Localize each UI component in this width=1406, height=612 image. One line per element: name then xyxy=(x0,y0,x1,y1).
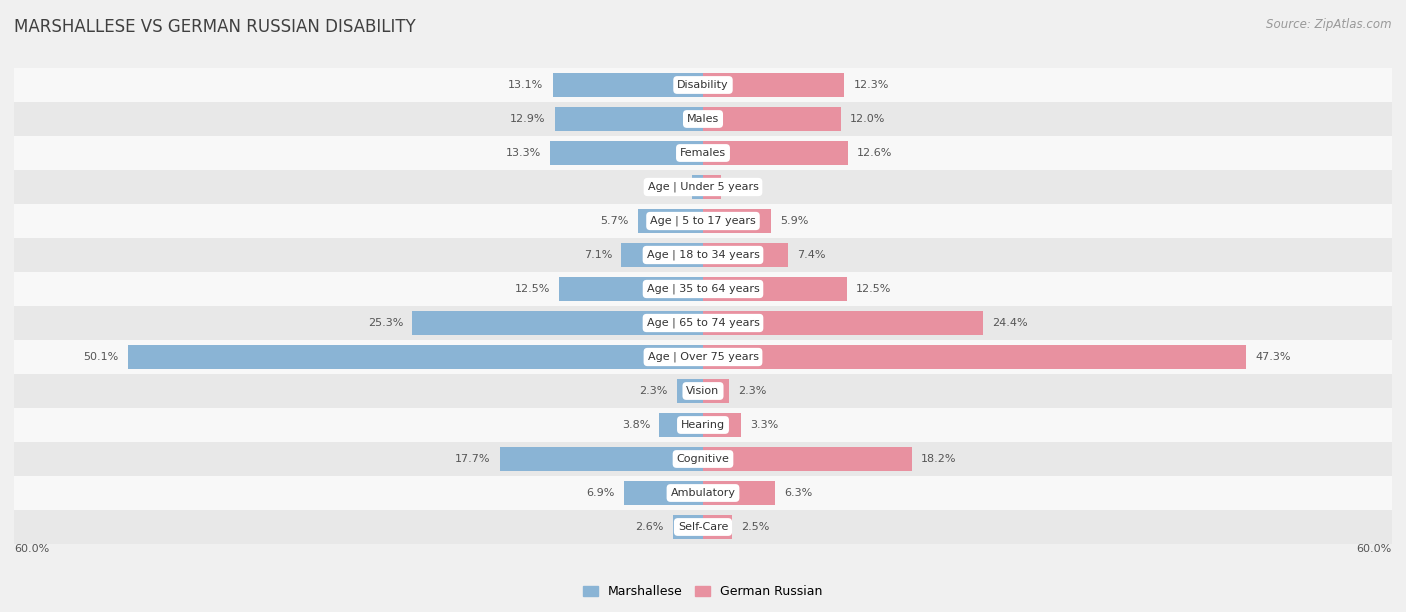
Text: 13.3%: 13.3% xyxy=(506,148,541,158)
Text: 12.3%: 12.3% xyxy=(853,80,889,90)
Text: 5.9%: 5.9% xyxy=(780,216,808,226)
Bar xyxy=(703,447,912,471)
Text: Age | 35 to 64 years: Age | 35 to 64 years xyxy=(647,284,759,294)
Text: 12.5%: 12.5% xyxy=(856,284,891,294)
Bar xyxy=(703,481,775,506)
Bar xyxy=(499,447,703,471)
Bar xyxy=(624,481,703,506)
Text: 12.0%: 12.0% xyxy=(851,114,886,124)
Bar xyxy=(550,141,703,165)
Bar xyxy=(555,106,703,131)
Text: 2.5%: 2.5% xyxy=(741,522,769,532)
Bar xyxy=(703,412,741,437)
Bar xyxy=(621,243,703,267)
Text: Self-Care: Self-Care xyxy=(678,522,728,532)
Bar xyxy=(14,272,1392,306)
Text: 2.6%: 2.6% xyxy=(636,522,664,532)
Text: Source: ZipAtlas.com: Source: ZipAtlas.com xyxy=(1267,18,1392,31)
Text: 3.3%: 3.3% xyxy=(749,420,779,430)
Bar xyxy=(14,408,1392,442)
Bar xyxy=(703,175,721,200)
Text: Males: Males xyxy=(688,114,718,124)
Bar xyxy=(703,243,787,267)
Text: 0.94%: 0.94% xyxy=(648,182,683,192)
Text: Ambulatory: Ambulatory xyxy=(671,488,735,498)
Text: 13.1%: 13.1% xyxy=(508,80,543,90)
Text: Age | 65 to 74 years: Age | 65 to 74 years xyxy=(647,318,759,328)
Text: 7.4%: 7.4% xyxy=(797,250,825,260)
Bar xyxy=(14,136,1392,170)
Text: 1.6%: 1.6% xyxy=(731,182,759,192)
Bar xyxy=(14,238,1392,272)
Text: 6.9%: 6.9% xyxy=(586,488,614,498)
Bar xyxy=(703,515,731,539)
Text: 7.1%: 7.1% xyxy=(583,250,612,260)
Text: Age | 18 to 34 years: Age | 18 to 34 years xyxy=(647,250,759,260)
Bar xyxy=(14,102,1392,136)
Bar xyxy=(412,311,703,335)
Text: 5.7%: 5.7% xyxy=(600,216,628,226)
Bar xyxy=(14,68,1392,102)
Bar xyxy=(703,209,770,233)
Bar xyxy=(14,476,1392,510)
Text: 18.2%: 18.2% xyxy=(921,454,956,464)
Bar xyxy=(14,510,1392,544)
Text: 60.0%: 60.0% xyxy=(14,544,49,554)
Bar xyxy=(673,515,703,539)
Bar xyxy=(14,340,1392,374)
Bar xyxy=(703,277,846,301)
Text: Age | Over 75 years: Age | Over 75 years xyxy=(648,352,758,362)
Text: MARSHALLESE VS GERMAN RUSSIAN DISABILITY: MARSHALLESE VS GERMAN RUSSIAN DISABILITY xyxy=(14,18,416,36)
Text: Hearing: Hearing xyxy=(681,420,725,430)
Bar xyxy=(703,106,841,131)
Bar xyxy=(692,175,703,200)
Text: 60.0%: 60.0% xyxy=(1357,544,1392,554)
Text: Cognitive: Cognitive xyxy=(676,454,730,464)
Text: 50.1%: 50.1% xyxy=(83,352,118,362)
Text: Vision: Vision xyxy=(686,386,720,396)
Bar xyxy=(128,345,703,369)
Bar xyxy=(637,209,703,233)
Text: 17.7%: 17.7% xyxy=(456,454,491,464)
Text: 47.3%: 47.3% xyxy=(1256,352,1291,362)
Bar xyxy=(703,379,730,403)
Text: 2.3%: 2.3% xyxy=(738,386,766,396)
Text: 3.8%: 3.8% xyxy=(621,420,650,430)
Bar xyxy=(14,306,1392,340)
Bar xyxy=(14,204,1392,238)
Text: Females: Females xyxy=(681,148,725,158)
Bar xyxy=(14,442,1392,476)
Bar xyxy=(14,170,1392,204)
Legend: Marshallese, German Russian: Marshallese, German Russian xyxy=(578,580,828,603)
Bar xyxy=(14,374,1392,408)
Bar xyxy=(659,412,703,437)
Text: 24.4%: 24.4% xyxy=(993,318,1028,328)
Bar xyxy=(703,345,1246,369)
Text: Age | Under 5 years: Age | Under 5 years xyxy=(648,182,758,192)
Text: Age | 5 to 17 years: Age | 5 to 17 years xyxy=(650,216,756,226)
Text: 25.3%: 25.3% xyxy=(368,318,404,328)
Text: 6.3%: 6.3% xyxy=(785,488,813,498)
Bar xyxy=(703,73,844,97)
Text: 12.6%: 12.6% xyxy=(856,148,893,158)
Bar xyxy=(553,73,703,97)
Text: 2.3%: 2.3% xyxy=(640,386,668,396)
Text: 12.9%: 12.9% xyxy=(510,114,546,124)
Bar xyxy=(703,141,848,165)
Bar xyxy=(703,311,983,335)
Bar xyxy=(676,379,703,403)
Bar xyxy=(560,277,703,301)
Text: Disability: Disability xyxy=(678,80,728,90)
Text: 12.5%: 12.5% xyxy=(515,284,550,294)
